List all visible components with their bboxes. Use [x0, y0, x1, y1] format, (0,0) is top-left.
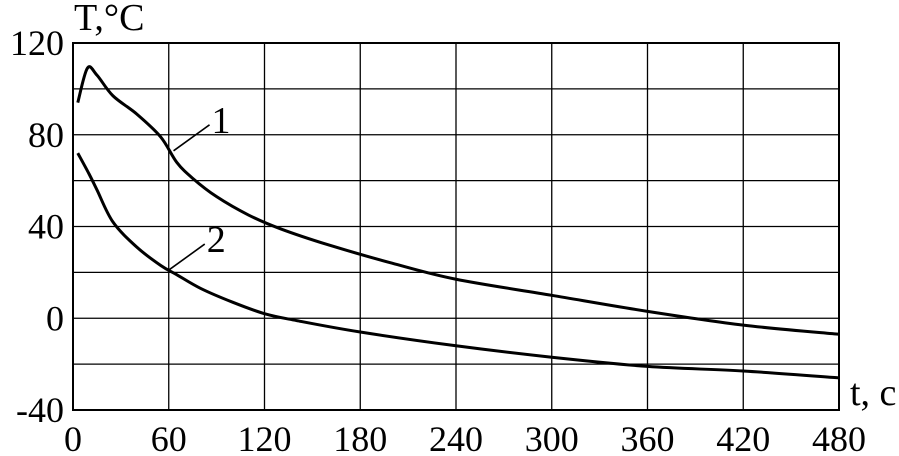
- series-line-1: [76, 65, 840, 336]
- curve-labels: 12: [168, 100, 231, 271]
- axes: [72, 42, 840, 411]
- x-tick-label-3: 180: [333, 419, 387, 456]
- x-tick-label-1: 60: [151, 419, 187, 456]
- grid: [72, 42, 840, 411]
- y-tick-label-1: 0: [46, 298, 64, 338]
- x-tick-label-2: 120: [238, 419, 292, 456]
- y-tick-label-2: 40: [28, 207, 64, 247]
- x-tick-label-6: 360: [621, 419, 675, 456]
- x-tick-label-8: 480: [812, 419, 866, 456]
- series-line-2: [76, 152, 840, 380]
- series-lines: [76, 65, 840, 380]
- y-tick-label-4: 120: [10, 23, 64, 63]
- x-tick-label-4: 240: [429, 419, 483, 456]
- curve-label-leader-2: [168, 243, 206, 271]
- y-axis-label: T,°C: [74, 0, 144, 39]
- y-tick-label-0: -40: [16, 390, 64, 430]
- x-axis-label: t, c: [850, 372, 896, 414]
- y-tick-label-3: 80: [28, 115, 64, 155]
- plot-frame: [72, 42, 840, 411]
- x-tick-label-5: 300: [525, 419, 579, 456]
- x-tick-label-7: 420: [716, 419, 770, 456]
- x-tick-label-0: 0: [64, 419, 82, 456]
- curve-label-2: 2: [207, 219, 226, 261]
- curve-label-leader-1: [173, 124, 211, 152]
- curve-label-1: 1: [212, 100, 231, 142]
